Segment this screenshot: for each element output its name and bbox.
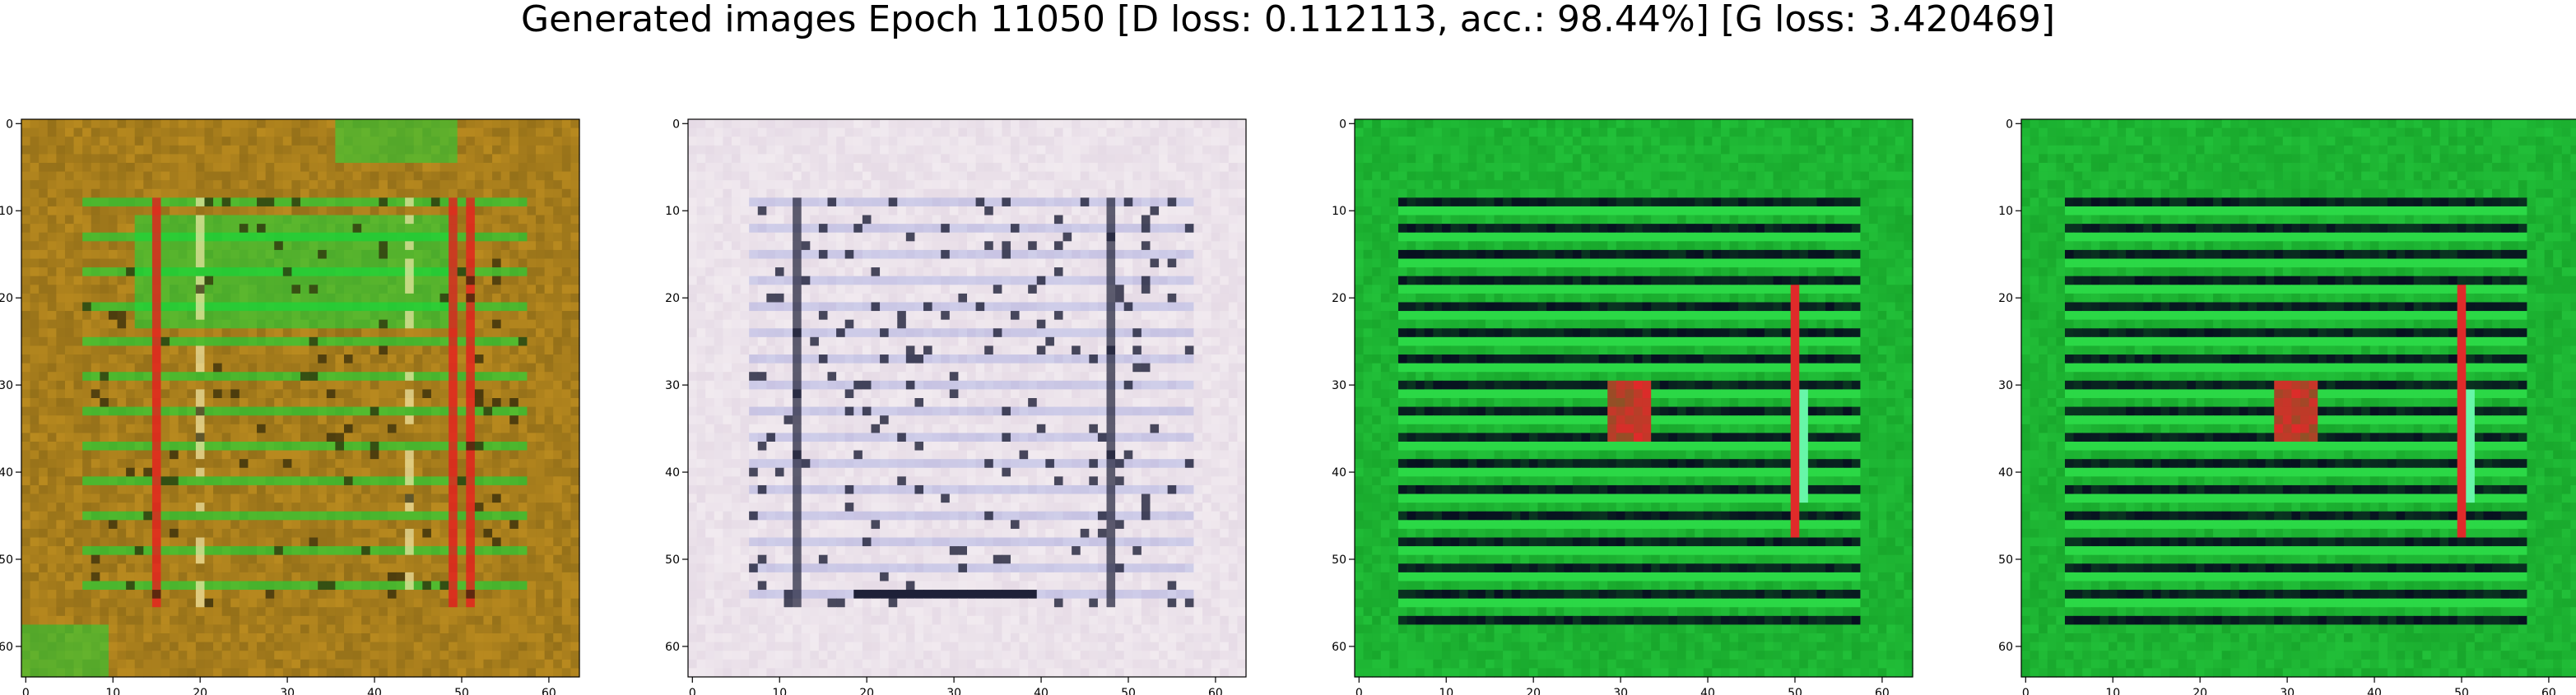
image-3-svg: 0 10 20 30 40 50 60 0 10 20 30 40 50 60 <box>1332 118 1913 695</box>
generated-image-panel-1: 0 10 20 30 40 50 60 0 10 20 30 40 50 60 <box>0 118 580 695</box>
image-1-svg: 0 10 20 30 40 50 60 0 10 20 30 40 50 60 <box>0 118 580 695</box>
x-tick-label: 10 <box>105 687 120 695</box>
x-tick-label: 40 <box>1034 687 1049 695</box>
y-tick-label: 60 <box>665 641 680 654</box>
y-tick-label: 50 <box>0 554 13 567</box>
y-tick-label: 30 <box>1998 379 2013 392</box>
x-tick-label: 60 <box>2541 687 2556 695</box>
y-tick-label: 0 <box>1339 118 1346 131</box>
x-tick-label: 0 <box>689 687 696 695</box>
x-tick-label: 20 <box>193 687 207 695</box>
image-4-pixels <box>2021 119 2576 678</box>
y-tick-label: 30 <box>1332 379 1346 392</box>
x-tick-label: 50 <box>2454 687 2469 695</box>
image-4-svg: 0 10 20 30 40 50 60 0 10 20 30 40 50 60 <box>1998 118 2576 695</box>
y-tick-label: 30 <box>665 379 680 392</box>
x-tick-label: 30 <box>280 687 295 695</box>
image-3-pixels <box>1355 119 1913 678</box>
x-tick-label: 20 <box>1526 687 1541 695</box>
y-tick-label: 10 <box>1332 205 1346 218</box>
generated-image-panel-3: 0 10 20 30 40 50 60 0 10 20 30 40 50 60 <box>1332 118 1913 695</box>
image-1-pixels <box>21 119 580 678</box>
generated-image-panel-4: 0 10 20 30 40 50 60 0 10 20 30 40 50 60 <box>1998 118 2576 695</box>
x-tick-label: 50 <box>1121 687 1136 695</box>
y-tick-label: 10 <box>0 205 13 218</box>
generated-image-panel-2: 0 10 20 30 40 50 60 0 10 20 30 40 50 60 <box>665 118 1247 695</box>
x-tick-label: 40 <box>1700 687 1715 695</box>
y-tick-label: 10 <box>665 205 680 218</box>
y-tick-label: 0 <box>672 118 680 131</box>
y-tick-label: 30 <box>0 379 13 392</box>
x-tick-label: 0 <box>1355 687 1363 695</box>
y-tick-label: 60 <box>0 641 13 654</box>
y-tick-label: 50 <box>1998 554 2013 567</box>
x-tick-label: 0 <box>22 687 30 695</box>
y-tick-label: 20 <box>1332 292 1346 305</box>
x-tick-label: 60 <box>542 687 556 695</box>
x-tick-label: 10 <box>2105 687 2120 695</box>
x-tick-label: 10 <box>1439 687 1453 695</box>
image-2-svg: 0 10 20 30 40 50 60 0 10 20 30 40 50 60 <box>665 118 1247 695</box>
x-tick-label: 40 <box>367 687 382 695</box>
x-tick-label: 30 <box>946 687 961 695</box>
x-tick-label: 30 <box>1613 687 1628 695</box>
y-tick-label: 0 <box>2006 118 2013 131</box>
y-tick-label: 20 <box>665 292 680 305</box>
y-tick-label: 40 <box>1332 466 1346 480</box>
x-tick-label: 0 <box>2022 687 2030 695</box>
y-tick-label: 50 <box>1332 554 1346 567</box>
y-tick-label: 40 <box>665 466 680 480</box>
y-tick-label: 10 <box>1998 205 2013 218</box>
x-tick-label: 50 <box>1788 687 1802 695</box>
image-2-pixels <box>688 119 1247 678</box>
x-tick-label: 30 <box>2280 687 2295 695</box>
y-tick-label: 0 <box>6 118 13 131</box>
x-tick-label: 60 <box>1208 687 1223 695</box>
x-tick-label: 40 <box>2367 687 2382 695</box>
y-tick-label: 50 <box>665 554 680 567</box>
y-tick-label: 60 <box>1998 641 2013 654</box>
x-tick-label: 50 <box>454 687 469 695</box>
x-tick-label: 20 <box>859 687 874 695</box>
y-tick-label: 60 <box>1332 641 1346 654</box>
x-tick-label: 60 <box>1875 687 1890 695</box>
y-tick-label: 20 <box>0 292 13 305</box>
y-tick-label: 40 <box>0 466 13 480</box>
y-tick-label: 20 <box>1998 292 2013 305</box>
figure-title: Generated images Epoch 11050 [D loss: 0.… <box>520 0 2056 40</box>
x-tick-label: 20 <box>2192 687 2207 695</box>
y-tick-label: 40 <box>1998 466 2013 480</box>
x-tick-label: 10 <box>772 687 787 695</box>
